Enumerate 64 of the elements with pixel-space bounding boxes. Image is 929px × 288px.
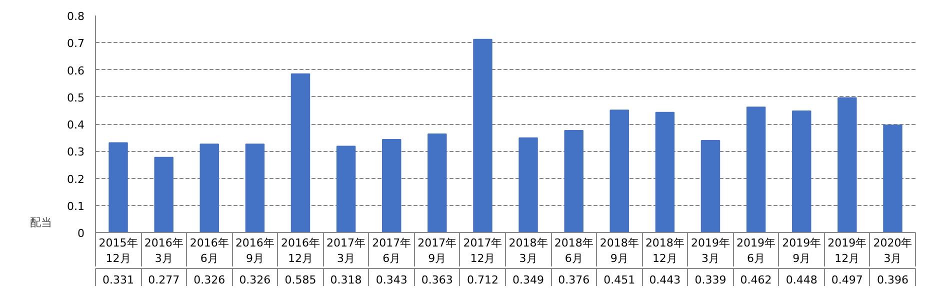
bar bbox=[382, 138, 402, 232]
text: 配当 bbox=[30, 215, 52, 230]
x-tick-label: 2016年 3月 bbox=[144, 236, 184, 266]
bar bbox=[838, 97, 857, 232]
data-label: 0.343 bbox=[376, 274, 408, 286]
data-label: 0.585 bbox=[284, 274, 316, 286]
bar bbox=[564, 130, 584, 232]
x-tick-label: 2017年 3月 bbox=[326, 236, 366, 266]
data-label: 0.497 bbox=[831, 274, 863, 286]
bar bbox=[792, 110, 812, 232]
x-tick-label: 2019年 9月 bbox=[782, 236, 822, 266]
data-label: 0.331 bbox=[102, 274, 134, 286]
data-label: 0.712 bbox=[466, 274, 498, 286]
data-label: 0.277 bbox=[148, 274, 180, 286]
x-tick-label: 2016年 12月 bbox=[281, 236, 320, 266]
bar bbox=[655, 112, 675, 232]
x-tick-label: 2018年 12月 bbox=[645, 236, 684, 266]
data-label: 0.462 bbox=[740, 274, 772, 286]
data-label: 0.376 bbox=[558, 274, 590, 286]
bar bbox=[108, 142, 128, 232]
y-tick-label: 0.5 bbox=[67, 91, 85, 104]
x-tick-label: 2016年 9月 bbox=[235, 236, 274, 266]
y-tick-label: 0.1 bbox=[67, 200, 85, 213]
x-tick-label: 2018年 9月 bbox=[600, 236, 639, 266]
bar bbox=[154, 156, 174, 232]
y-tick-label: 0.6 bbox=[67, 64, 85, 78]
data-label: 0.363 bbox=[421, 274, 453, 286]
y-tick-label: 0.4 bbox=[67, 118, 85, 132]
y-tick-label: 0.3 bbox=[67, 146, 85, 159]
data-label: 0.396 bbox=[876, 274, 908, 286]
y-tick-label: 0.8 bbox=[67, 10, 85, 23]
x-tick-label: 2017年 6月 bbox=[372, 236, 412, 266]
x-tick-label: 2018年 6月 bbox=[554, 236, 594, 266]
data-label: 0.349 bbox=[512, 274, 544, 286]
bar bbox=[746, 106, 766, 232]
bar bbox=[883, 124, 902, 232]
bar bbox=[290, 73, 310, 232]
data-label: 0.318 bbox=[330, 274, 362, 286]
bar bbox=[518, 137, 538, 232]
data-label: 0.448 bbox=[786, 274, 818, 286]
y-tick-label: 0.2 bbox=[67, 172, 85, 186]
x-tick-label: 2016年 6月 bbox=[190, 236, 229, 266]
bar bbox=[610, 110, 629, 232]
y-tick-label: 0 bbox=[78, 227, 84, 240]
x-tick-label: 2017年 12月 bbox=[463, 236, 502, 266]
data-label: 0.326 bbox=[239, 274, 271, 286]
data-label: 0.443 bbox=[649, 274, 681, 286]
data-label: 0.451 bbox=[604, 274, 636, 286]
x-tick-label: 2015年 12月 bbox=[98, 236, 138, 266]
bar bbox=[473, 38, 492, 232]
x-tick-label: 2019年 3月 bbox=[691, 236, 730, 266]
bar bbox=[245, 144, 265, 232]
bar bbox=[336, 146, 356, 232]
data-label: 0.339 bbox=[694, 274, 726, 286]
x-tick-label: 2019年 12月 bbox=[828, 236, 867, 266]
bar bbox=[428, 134, 447, 232]
x-tick-label: 2020年 3月 bbox=[873, 236, 912, 266]
x-tick-label: 2018年 3月 bbox=[508, 236, 548, 266]
x-tick-label: 2017年 9月 bbox=[418, 236, 457, 266]
x-tick-label: 2019年 6月 bbox=[736, 236, 776, 266]
bar bbox=[700, 140, 720, 232]
bar bbox=[200, 144, 219, 232]
y-tick-label: 0.7 bbox=[67, 37, 85, 50]
data-label: 0.326 bbox=[194, 274, 226, 286]
